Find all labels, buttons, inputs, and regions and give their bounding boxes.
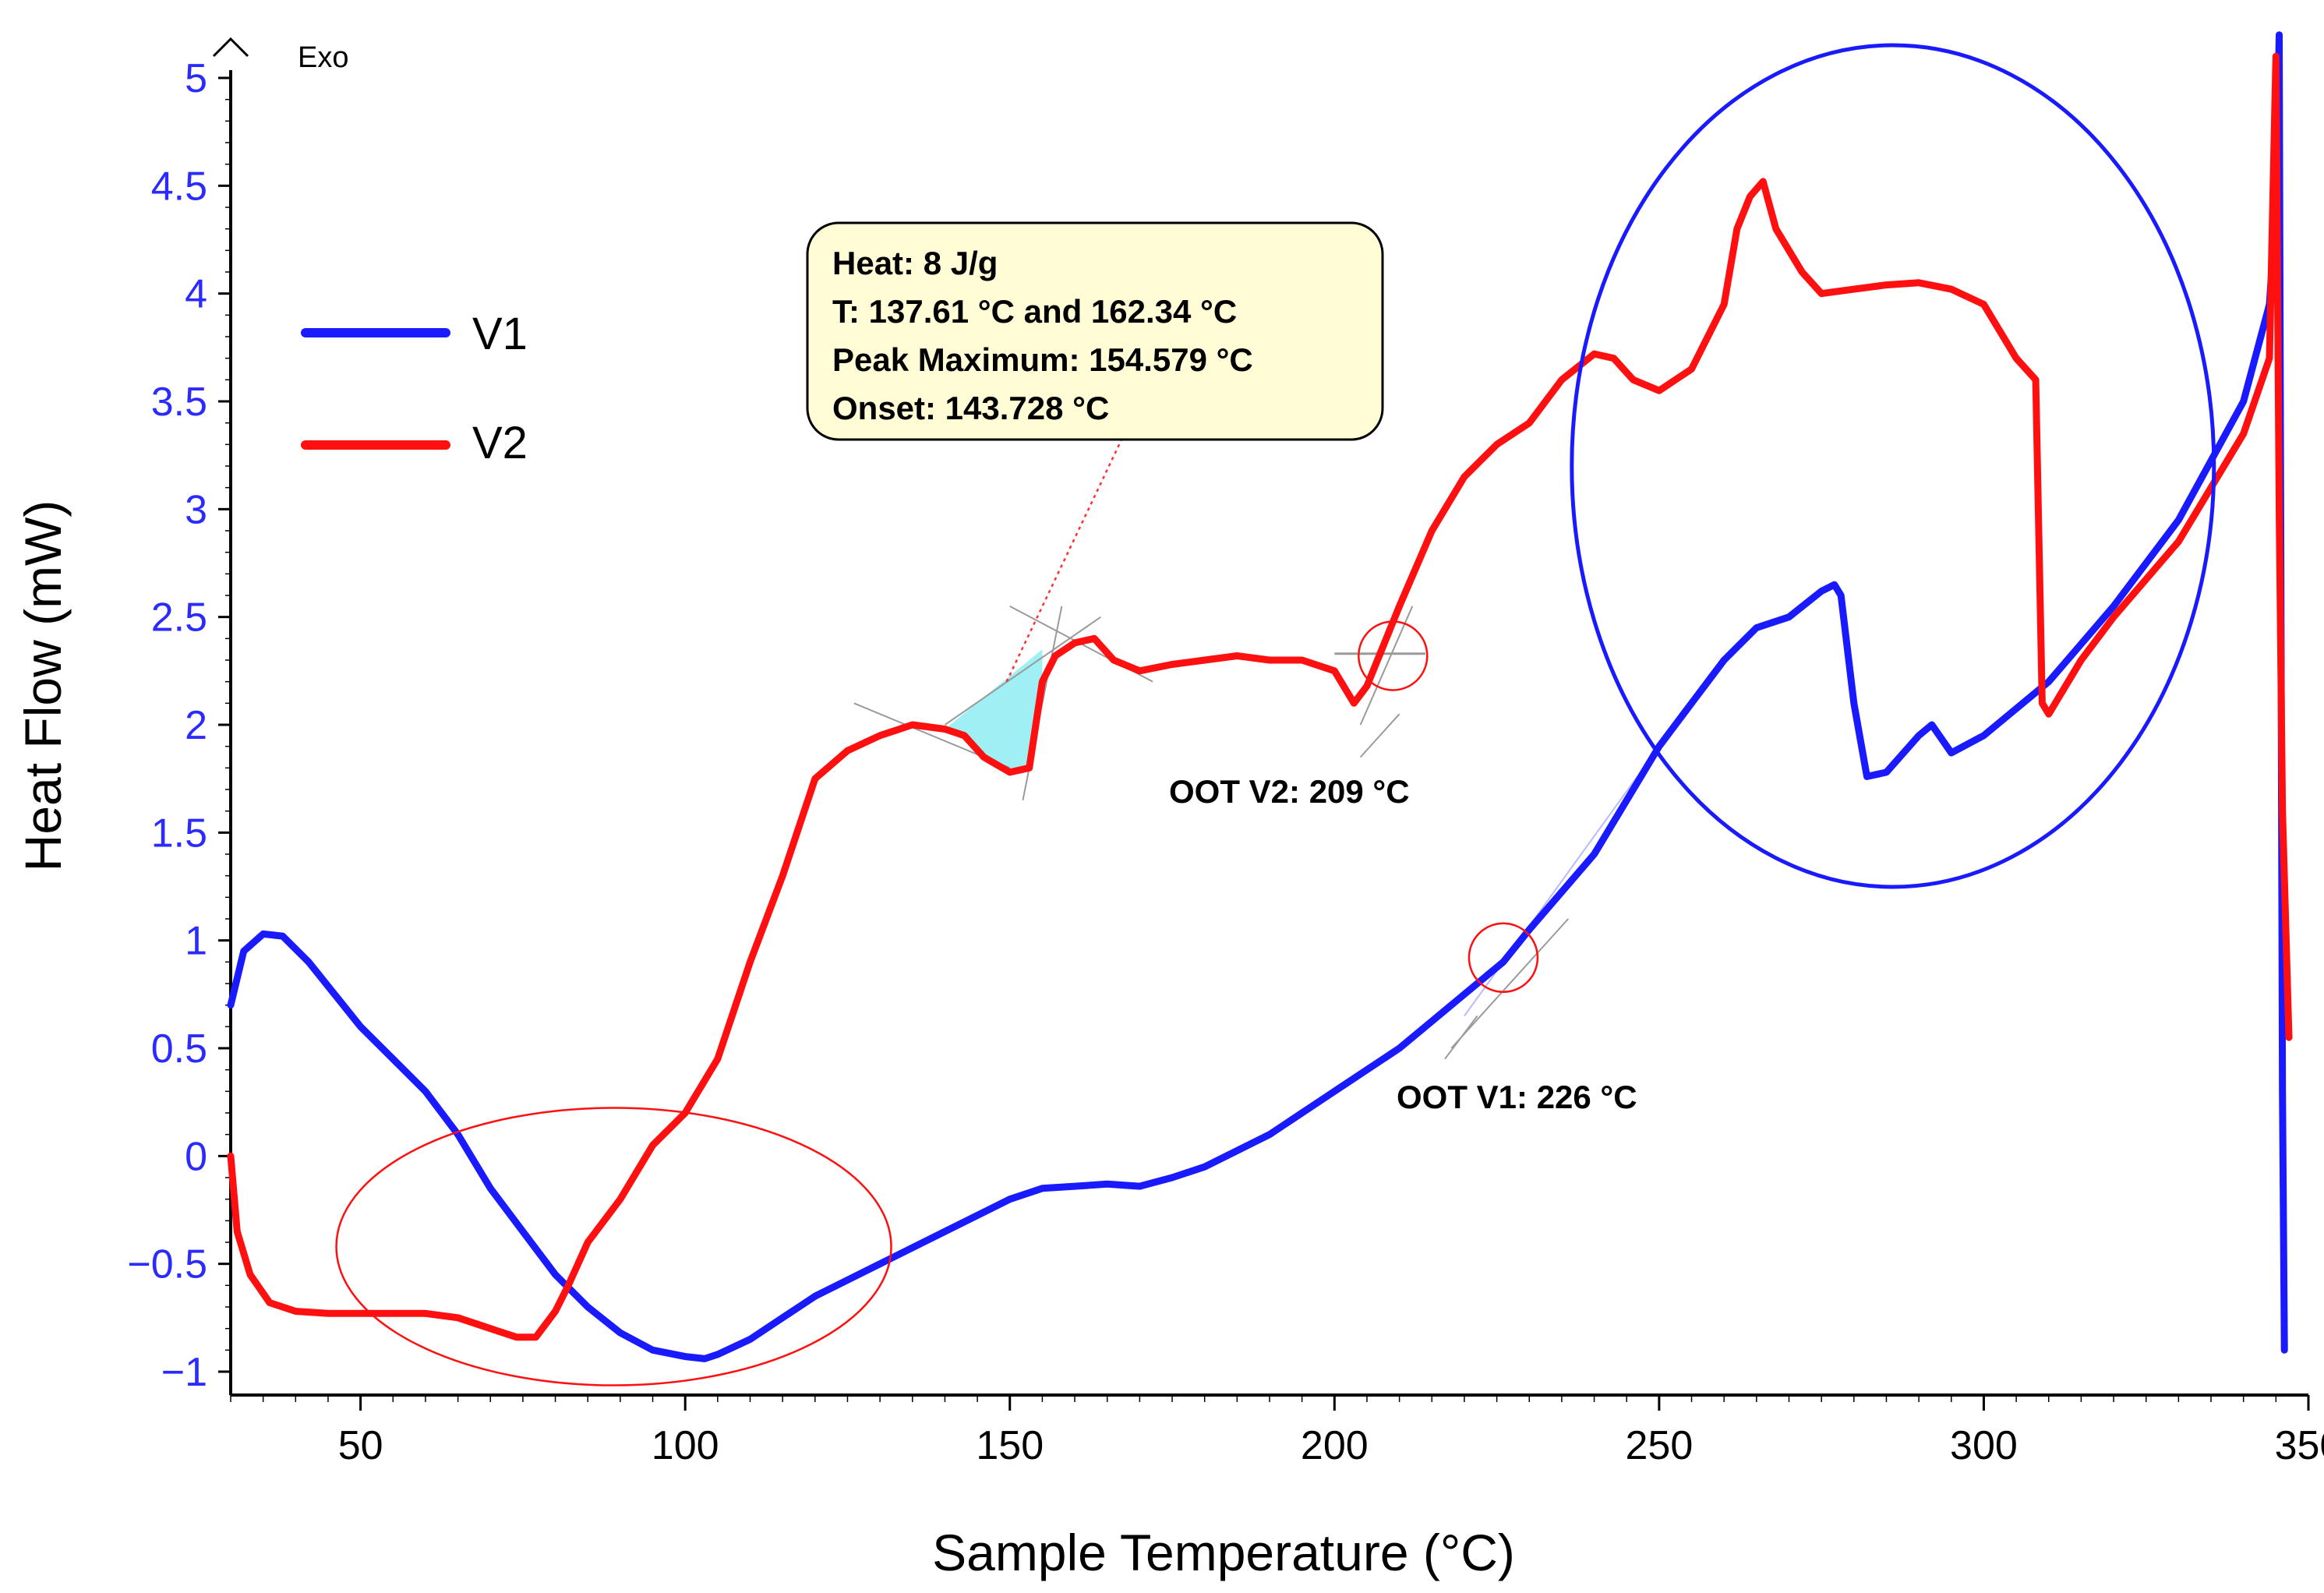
series-line-v1 [227,31,2288,1362]
y-tick-label: 4.5 [151,164,207,209]
legend-label-v2: V2 [472,418,528,468]
oot-v1-leader [1444,1015,1478,1060]
y-tick-label: 0.5 [151,1026,207,1072]
y-tick-label: −1 [161,1350,207,1395]
highlight-ellipse-blue [1570,43,2216,889]
tooltip-line: Peak Maximum: 154.579 °C [832,341,1253,378]
y-axis-title: Heat Flow (mW) [14,500,72,872]
x-tick-label: 300 [1950,1423,2018,1468]
x-tick-label: 150 [976,1423,1044,1468]
highlight-ellipse-red [335,1107,892,1386]
legend-label-v1: V1 [472,309,528,359]
y-tick-label: −0.5 [127,1242,207,1287]
y-tick-label: 0 [185,1134,207,1179]
x-tick-label: 50 [338,1423,383,1468]
y-tick-label: 2 [185,703,207,748]
tooltip-line: Onset: 143.728 °C [832,390,1109,426]
y-tick-label: 4 [185,272,207,317]
tangent-line [1450,918,1569,1049]
x-axis-title: Sample Temperature (°C) [932,1524,1515,1581]
y-tick-label: 2.5 [151,595,207,641]
y-tick-label: 1 [185,919,207,964]
oot-v2-label: OOT V2: 209 °C [1169,773,1410,810]
tangent-line [944,616,1101,726]
tooltip-line: T: 137.61 °C and 162.34 °C [832,293,1237,330]
x-tick-label: 200 [1301,1423,1369,1468]
oot-v2-marker [1358,620,1429,691]
exo-label: Exo [298,41,348,74]
tooltip-line: Heat: 8 J/g [832,245,998,281]
oot-v1-label: OOT V1: 226 °C [1397,1079,1637,1115]
y-tick-label: 1.5 [151,811,207,856]
tangent-line [1464,746,1660,1017]
oot-v2-leader [1359,713,1400,758]
x-tick-label: 350 [2275,1423,2324,1468]
oot-v1-marker [1468,922,1539,994]
peak-area-fill [945,649,1043,772]
tangent-line [1359,606,1414,726]
x-tick-label: 100 [652,1423,719,1468]
plot-area: −1 −0.5 0 0.5 1 1.5 2 2.5 3 3.5 4 4.5 5 50 100 150 200 25… [127,31,2324,1468]
y-tick-label: 3.5 [151,380,207,425]
exo-arrow [212,37,249,58]
series-line-v2 [227,52,2293,1341]
y-tick-label: 3 [185,487,207,532]
y-tick-label: 5 [185,56,207,101]
tooltip-leader [1005,401,1141,683]
tooltip-box [806,221,1384,441]
x-tick-label: 250 [1625,1423,1693,1468]
